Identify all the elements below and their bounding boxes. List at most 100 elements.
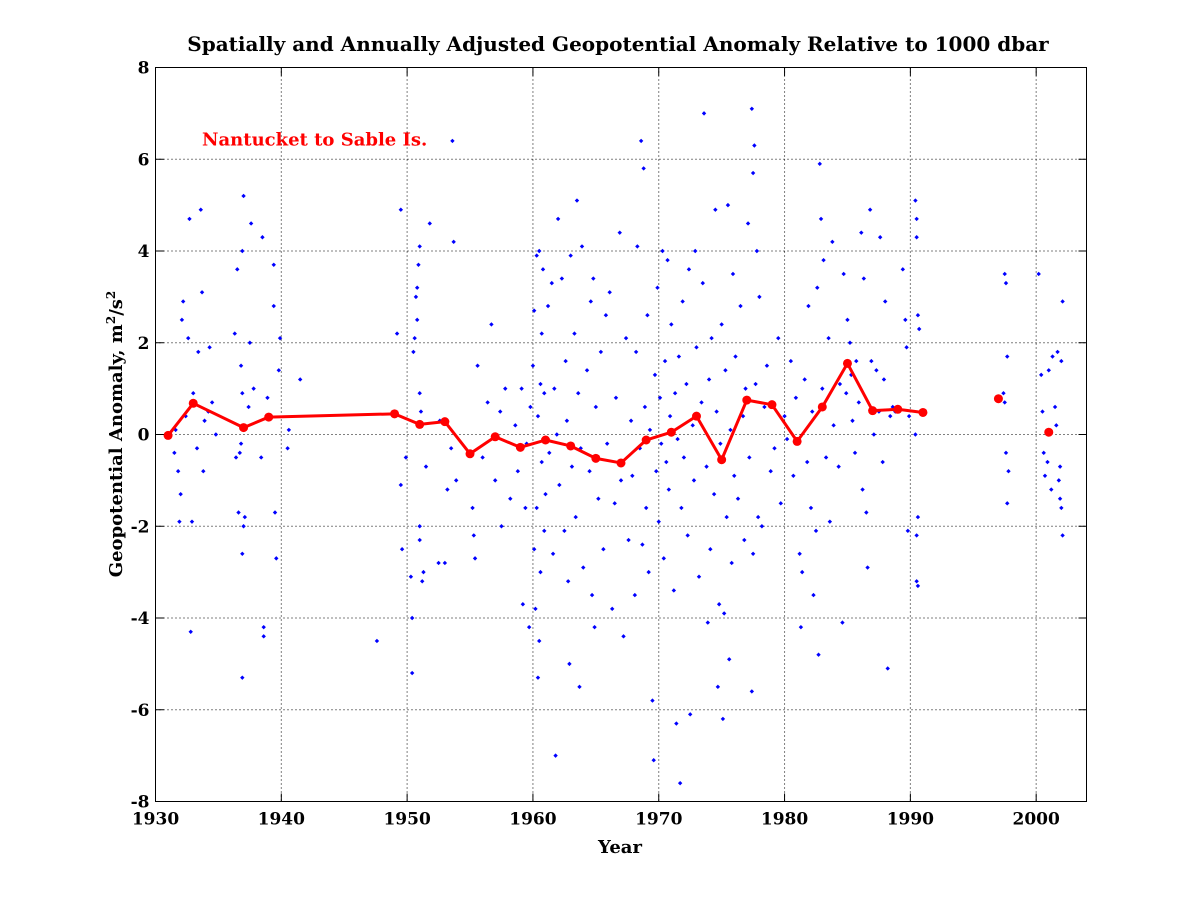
scatter-point: [1003, 280, 1009, 286]
scatter-point: [762, 404, 767, 410]
scatter-point: [915, 313, 921, 318]
scatter-point: [696, 574, 702, 579]
mean-point: [163, 430, 173, 440]
scatter-point: [915, 583, 921, 589]
scatter-point: [1049, 487, 1054, 492]
scatter-point: [248, 221, 254, 226]
scatter-point: [572, 331, 577, 336]
scatter-point: [793, 395, 799, 400]
scatter-point: [271, 303, 276, 309]
scatter-point: [240, 551, 245, 556]
y-axis-label-sup1: 2: [104, 316, 118, 324]
scatter-point: [904, 345, 909, 350]
mean-point: [918, 407, 928, 417]
scatter-point: [539, 331, 544, 336]
mean-point: [842, 358, 852, 368]
y-axis-label-mid: /s: [106, 299, 127, 316]
scatter-points: [172, 106, 1065, 786]
scatter-point: [732, 473, 737, 478]
scatter-point: [623, 335, 629, 341]
scatter-point: [445, 487, 450, 492]
scatter-point: [672, 391, 678, 396]
mean-point: [440, 417, 450, 427]
scatter-point: [883, 299, 888, 304]
scatter-point: [690, 423, 695, 428]
scatter-point: [816, 652, 821, 657]
scatter-point: [240, 391, 245, 396]
y-tick-label: -8: [131, 793, 150, 813]
y-tick-label: 4: [138, 242, 150, 262]
scatter-point: [555, 216, 561, 222]
scatter-point: [808, 505, 814, 511]
scatter-point: [729, 560, 734, 566]
scatter-point: [240, 248, 245, 254]
scatter-point: [524, 441, 529, 446]
mean-point: [465, 449, 475, 459]
scatter-point: [817, 161, 822, 167]
scatter-point: [274, 556, 279, 561]
scatter-point: [706, 377, 712, 382]
scatter-point: [643, 505, 649, 511]
scatter-point: [603, 313, 609, 318]
scatter-point: [601, 546, 606, 552]
scatter-point: [850, 418, 855, 423]
scatter-point: [764, 363, 770, 368]
scatter-point: [1059, 505, 1064, 511]
scatter-point: [759, 524, 765, 529]
scatter-point: [655, 285, 660, 290]
scatter-point: [579, 244, 585, 249]
scatter-point: [669, 322, 674, 327]
scatter-point: [699, 400, 704, 405]
scatter-point: [537, 248, 542, 254]
scatter-point: [861, 276, 867, 281]
scatter-point: [721, 611, 727, 616]
scatter-point: [576, 391, 581, 396]
scatter-point: [1057, 496, 1063, 501]
scatter-point: [1003, 450, 1009, 456]
scatter-point: [1002, 271, 1007, 277]
scatter-point: [659, 441, 664, 446]
y-tick-label: -2: [131, 517, 150, 537]
scatter-point: [535, 413, 541, 419]
scatter-point: [547, 450, 552, 456]
x-tick-label: 1960: [509, 810, 556, 830]
scatter-point: [660, 248, 665, 254]
scatter-point: [841, 271, 846, 277]
scatter-point: [272, 510, 278, 515]
scatter-point: [869, 358, 874, 364]
scatter-point: [1057, 464, 1063, 469]
scatter-point: [1041, 450, 1046, 456]
scatter-point: [596, 496, 601, 501]
scatter-point: [499, 524, 504, 529]
scatter-point: [881, 377, 887, 382]
scatter-point: [568, 253, 573, 258]
scatter-point: [836, 464, 841, 469]
scatter-point: [647, 427, 653, 433]
mean-point: [893, 404, 903, 414]
scatter-point: [724, 514, 729, 520]
mean-point: [591, 453, 601, 463]
scatter-point: [802, 377, 807, 382]
scatter-point: [684, 381, 689, 387]
scatter-point: [235, 267, 240, 272]
scatter-point: [880, 459, 885, 465]
scatter-point: [755, 514, 761, 520]
scatter-point: [213, 432, 219, 437]
scatter-point: [549, 280, 555, 286]
x-tick-label: 1950: [383, 810, 430, 830]
scatter-point: [411, 349, 416, 355]
scatter-point: [196, 349, 201, 355]
scatter-point: [531, 546, 537, 552]
scatter-point: [642, 404, 648, 410]
scatter-point: [633, 349, 639, 355]
scatter-point: [180, 299, 186, 304]
scatter-point: [520, 602, 526, 607]
scatter-point: [797, 551, 802, 556]
scatter-point: [240, 675, 245, 680]
scatter-point: [662, 358, 668, 364]
scatter-point: [704, 464, 709, 469]
scatter-point: [847, 340, 853, 345]
scatter-point: [542, 391, 547, 396]
mean-line: [166, 361, 924, 465]
scatter-point: [799, 569, 805, 575]
